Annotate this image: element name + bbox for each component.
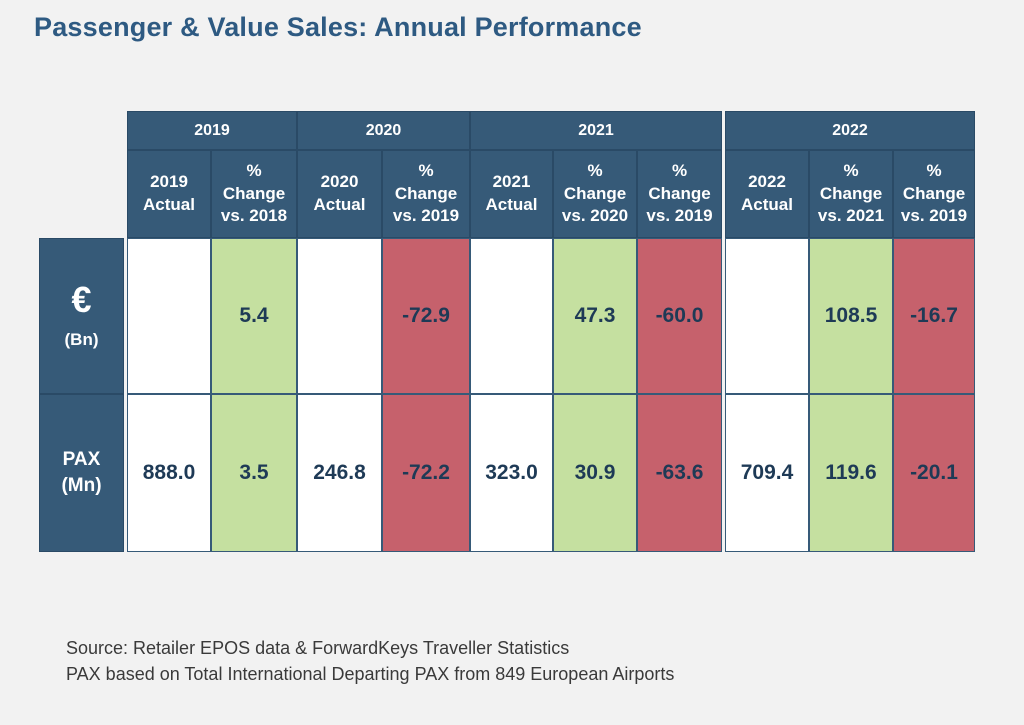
data-cell: 108.5 bbox=[809, 238, 893, 394]
column-header: % Change vs. 2018 bbox=[211, 150, 297, 238]
data-cell: -16.7 bbox=[893, 238, 975, 394]
row-label-symbol: PAX bbox=[62, 449, 101, 471]
column-header-line1: % bbox=[926, 160, 942, 180]
year-header-2022: 2022 bbox=[725, 111, 975, 150]
row-label-unit: (Bn) bbox=[64, 330, 99, 349]
data-cell: 119.6 bbox=[809, 394, 893, 552]
column-header: % Change vs. 2020 bbox=[553, 150, 637, 238]
column-header: % Change vs. 2021 bbox=[809, 150, 893, 238]
column-header-line3: vs. 2019 bbox=[900, 206, 968, 226]
data-cell: 323.0 bbox=[470, 394, 553, 552]
data-cell: -72.2 bbox=[382, 394, 470, 552]
data-cell: 709.4 bbox=[725, 394, 809, 552]
data-cell bbox=[725, 238, 809, 394]
data-cell: -20.1 bbox=[893, 394, 975, 552]
column-header-line2: Actual bbox=[485, 195, 538, 214]
data-cell: 3.5 bbox=[211, 394, 297, 552]
column-header-line2: Change bbox=[394, 183, 458, 203]
column-header-line3: vs. 2018 bbox=[220, 206, 288, 226]
column-header-line1: 2019 bbox=[150, 172, 188, 192]
column-header-line1: 2020 bbox=[320, 172, 359, 192]
column-header: 2019 Actual bbox=[127, 150, 211, 238]
page-title: Passenger & Value Sales: Annual Performa… bbox=[34, 12, 642, 42]
column-header-line2: Change bbox=[819, 183, 883, 203]
column-header: % Change vs. 2019 bbox=[637, 150, 722, 238]
column-header: % Change vs. 2019 bbox=[382, 150, 470, 238]
column-header-line2: Actual bbox=[313, 195, 366, 214]
column-header-line2: Change bbox=[648, 183, 711, 203]
column-header-line3: vs. 2019 bbox=[392, 206, 460, 226]
year-header-2020: 2020 bbox=[297, 111, 470, 150]
data-cell: -60.0 bbox=[637, 238, 722, 394]
column-header-line1: % bbox=[246, 160, 262, 180]
column-header-line2: Change bbox=[222, 183, 286, 203]
data-cell: 5.4 bbox=[211, 238, 297, 394]
data-cell: 30.9 bbox=[553, 394, 637, 552]
data-cell: 888.0 bbox=[127, 394, 211, 552]
column-header-line2: Change bbox=[563, 183, 627, 203]
column-header-line1: % bbox=[418, 160, 434, 180]
column-header-line1: 2021 bbox=[492, 172, 531, 192]
data-cell: 47.3 bbox=[553, 238, 637, 394]
data-cell bbox=[470, 238, 553, 394]
data-cell bbox=[127, 238, 211, 394]
year-header-2019: 2019 bbox=[127, 111, 297, 150]
data-cell: -72.9 bbox=[382, 238, 470, 394]
column-header-line1: % bbox=[671, 160, 688, 180]
column-header-line2: Actual bbox=[143, 195, 195, 214]
year-header-2021: 2021 bbox=[470, 111, 722, 150]
source-note: Source: Retailer EPOS data & ForwardKeys… bbox=[66, 638, 570, 658]
pax-note: PAX based on Total International Departi… bbox=[66, 664, 675, 684]
data-cell: 246.8 bbox=[297, 394, 382, 552]
row-label-pax: PAX (Mn) bbox=[39, 394, 124, 552]
column-header: 2022 Actual bbox=[725, 150, 809, 238]
column-header-line1: % bbox=[587, 160, 603, 180]
column-header-line2: Change bbox=[902, 183, 966, 203]
column-header: 2021 Actual bbox=[470, 150, 553, 238]
row-label-symbol: € bbox=[71, 279, 92, 320]
column-header: % Change vs. 2019 bbox=[893, 150, 975, 238]
column-header-line1: 2022 bbox=[748, 172, 786, 192]
column-header-line2: Actual bbox=[741, 195, 793, 214]
column-header-line3: vs. 2019 bbox=[646, 206, 713, 226]
data-cell: -63.6 bbox=[637, 394, 722, 552]
column-header-line1: % bbox=[843, 160, 859, 180]
column-header-line3: vs. 2020 bbox=[561, 206, 629, 226]
row-label-unit: (Mn) bbox=[61, 475, 102, 496]
row-label-value: € (Bn) bbox=[39, 238, 124, 394]
column-header-line3: vs. 2021 bbox=[817, 206, 885, 226]
data-cell bbox=[297, 238, 382, 394]
column-header: 2020 Actual bbox=[297, 150, 382, 238]
